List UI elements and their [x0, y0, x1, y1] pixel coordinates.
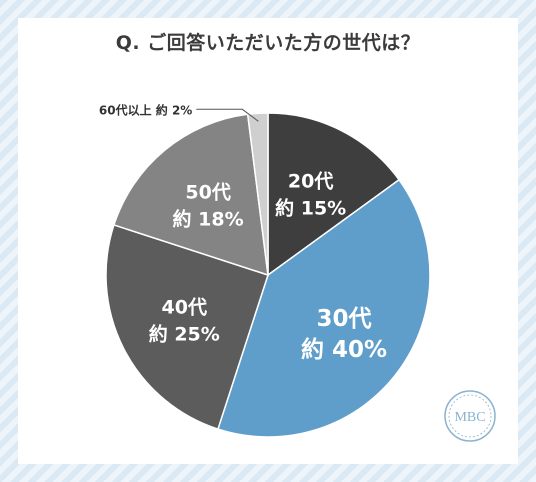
chart-title: Q. ご回答いただいた方の世代は？ [107, 28, 429, 57]
slice-value-0: 約 15% [275, 196, 346, 219]
slice-value-2: 約 25% [149, 323, 220, 346]
pie-slice-0 [267, 112, 401, 277]
chart-title-wrap: Q. ご回答いただいた方の世代は？ [0, 28, 536, 57]
slice-value-1: 約 40% [301, 336, 387, 363]
pie-slices [105, 112, 431, 438]
slice-value-3: 約 18% [173, 208, 244, 231]
mbc-logo: MBC [444, 390, 496, 442]
pie-slice-2 [105, 223, 269, 431]
callout-label: 60代以上 約 2% [99, 102, 192, 117]
callout-leader-line [196, 108, 259, 122]
slice-label-2: 40代 [162, 297, 207, 319]
logo-text: MBC [454, 410, 485, 425]
slice-label-3: 50代 [185, 182, 230, 204]
pie-slice-1 [216, 178, 431, 438]
pie-slice-3 [112, 113, 269, 277]
slice-label-1: 30代 [317, 306, 372, 332]
slice-label-0: 20代 [288, 170, 333, 192]
pie-callout: 60代以上 約 2% [99, 102, 259, 122]
pie-slice-4 [246, 112, 269, 276]
